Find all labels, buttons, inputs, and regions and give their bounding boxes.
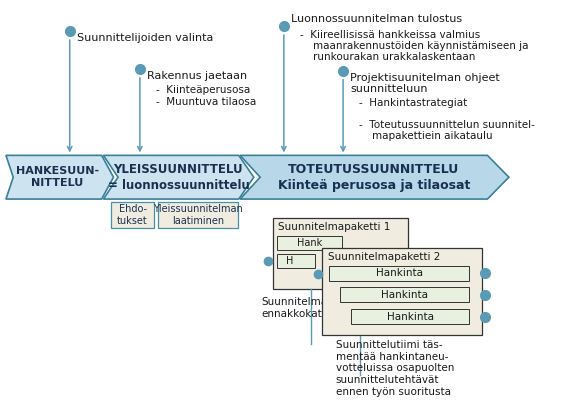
Text: Suunnitelmapakettien
ennakkokatselmukset: Suunnitelmapakettien ennakkokatselmukset xyxy=(261,297,377,319)
FancyBboxPatch shape xyxy=(277,254,315,268)
Text: H: H xyxy=(285,256,293,266)
FancyBboxPatch shape xyxy=(158,202,238,228)
Text: Luonnossuunnitelman tulostus: Luonnossuunnitelman tulostus xyxy=(291,14,463,24)
Polygon shape xyxy=(103,156,254,199)
Text: HANKESUUN-
NITTELU: HANKESUUN- NITTELU xyxy=(16,166,99,188)
Text: -  Muuntuva tilaosa: - Muuntuva tilaosa xyxy=(156,97,256,107)
Text: Suunnittelutiimi täs-
mentää hankintaneu-
votteluissa osapuolten
suunnitteluteht: Suunnittelutiimi täs- mentää hankintaneu… xyxy=(336,340,454,397)
Polygon shape xyxy=(240,156,509,199)
FancyBboxPatch shape xyxy=(111,202,155,228)
FancyBboxPatch shape xyxy=(277,236,342,250)
Text: -  Kiireellisissä hankkeissa valmius: - Kiireellisissä hankkeissa valmius xyxy=(300,30,481,40)
FancyBboxPatch shape xyxy=(329,266,469,281)
Text: Suunnitelmapaketti 2: Suunnitelmapaketti 2 xyxy=(328,252,440,262)
Text: Projektisuunitelman ohjeet: Projektisuunitelman ohjeet xyxy=(350,73,500,83)
Text: Suunnittelijoiden valinta: Suunnittelijoiden valinta xyxy=(77,33,214,43)
Polygon shape xyxy=(6,156,114,199)
Text: Hankinta: Hankinta xyxy=(387,312,433,322)
FancyBboxPatch shape xyxy=(322,248,482,335)
Text: -  Toteutussuunnittelun suunnitel-: - Toteutussuunnittelun suunnitel- xyxy=(360,120,536,130)
Text: -  Hankintastrategiat: - Hankintastrategiat xyxy=(360,98,468,108)
Text: suunnitteluun: suunnitteluun xyxy=(350,84,428,94)
FancyBboxPatch shape xyxy=(273,218,408,289)
Text: Yleissuunnitelman
laatiminen: Yleissuunnitelman laatiminen xyxy=(153,204,243,226)
Text: Hankinta: Hankinta xyxy=(381,290,428,300)
Text: maanrakennustöiden käynnistämiseen ja: maanrakennustöiden käynnistämiseen ja xyxy=(300,41,529,51)
FancyBboxPatch shape xyxy=(341,287,469,302)
Text: -  Kiinteäperusosa: - Kiinteäperusosa xyxy=(156,85,251,95)
Text: Suunnitelmapaketti 1: Suunnitelmapaketti 1 xyxy=(278,222,391,232)
Text: Ehdo-
tukset: Ehdo- tukset xyxy=(117,204,148,226)
Text: Hankinta: Hankinta xyxy=(375,268,423,278)
FancyBboxPatch shape xyxy=(351,309,469,324)
Text: runkourakan urakkalaskentaan: runkourakan urakkalaskentaan xyxy=(300,52,475,62)
Text: Hank: Hank xyxy=(297,238,322,248)
Text: YLEISSUUNNITTELU
= luonnossuunnittelu: YLEISSUUNNITTELU = luonnossuunnittelu xyxy=(107,163,250,192)
Text: Rakennus jaetaan: Rakennus jaetaan xyxy=(147,71,247,81)
Text: mapakettiein aikataulu: mapakettiein aikataulu xyxy=(360,131,493,141)
Text: TOTEUTUSSUUNNITTELU
Kiinteä perusosa ja tilaosat: TOTEUTUSSUUNNITTELU Kiinteä perusosa ja … xyxy=(278,163,470,192)
